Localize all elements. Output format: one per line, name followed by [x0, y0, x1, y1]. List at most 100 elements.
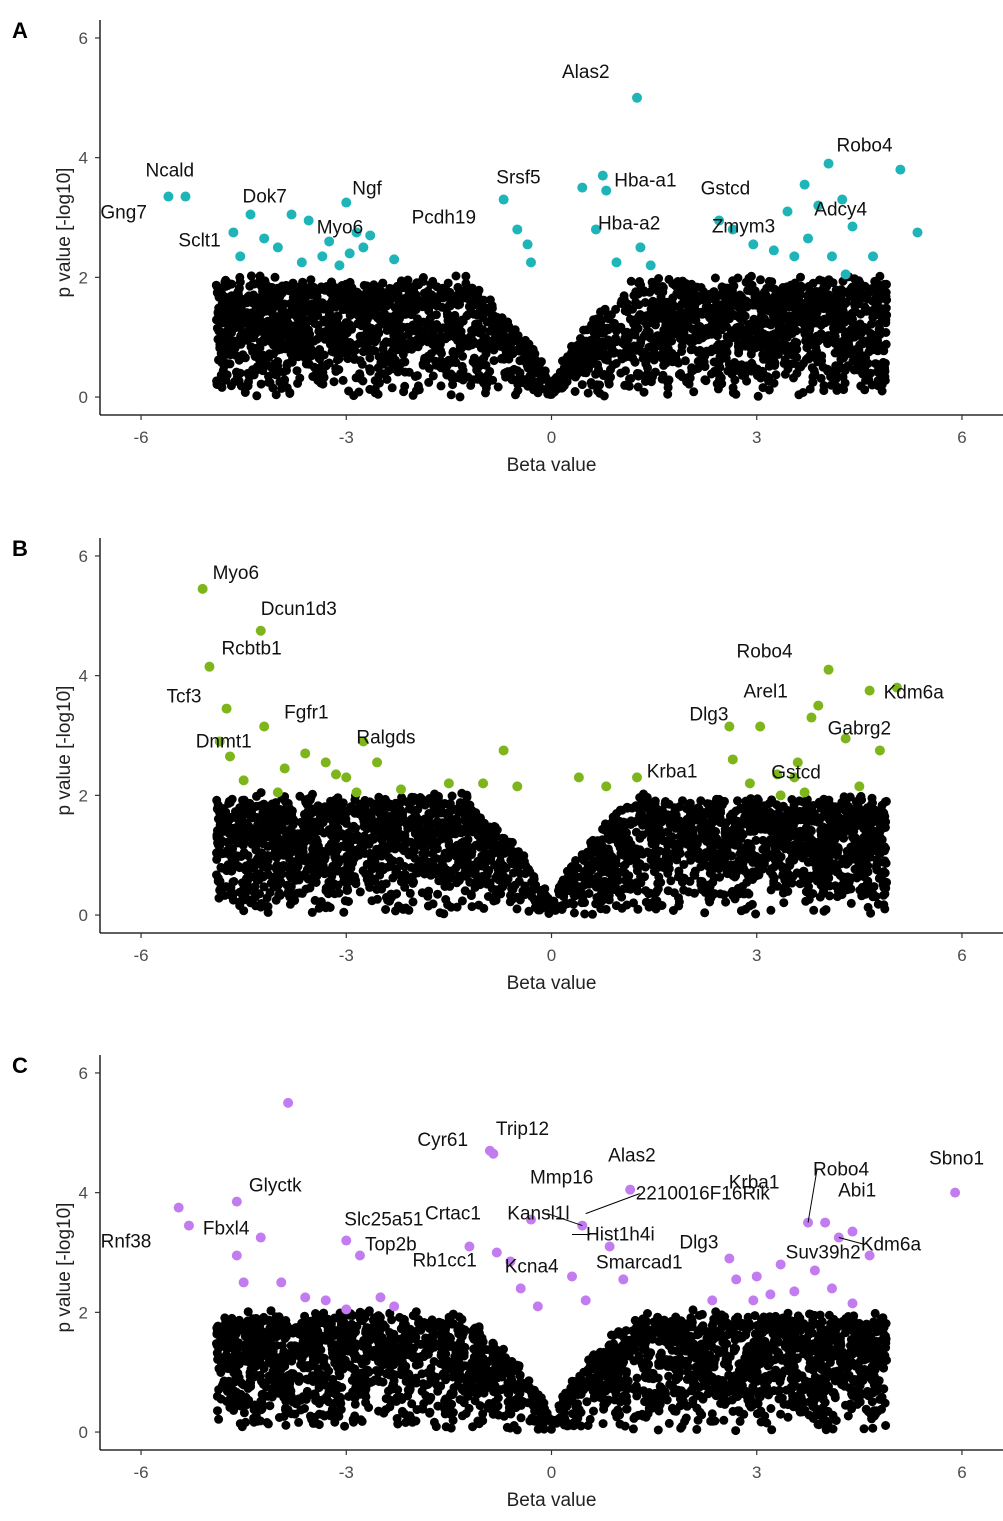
gene-label: Suv39h2: [786, 1242, 861, 1263]
significant-point: [478, 778, 489, 789]
significant-point: [632, 92, 643, 103]
significant-point: [792, 757, 803, 768]
gene-label: Fbxl4: [203, 1219, 250, 1240]
gene-label: Srsf5: [496, 168, 540, 189]
significant-point: [573, 772, 584, 783]
significant-point: [317, 251, 328, 262]
significant-point: [204, 661, 215, 672]
gene-label: Zmym3: [712, 216, 775, 237]
significant-point: [351, 227, 362, 238]
leader-line: [807, 1169, 818, 1223]
y-tick-label: 2: [79, 268, 88, 287]
significant-point: [224, 751, 235, 762]
gene-label: Robo4: [813, 1160, 869, 1181]
significant-point: [847, 1298, 858, 1309]
significant-point: [515, 1283, 526, 1294]
y-tick-label: 4: [79, 149, 88, 168]
significant-point: [197, 583, 208, 594]
significant-point: [214, 736, 225, 747]
significant-point: [567, 1271, 578, 1282]
x-tick-label: -3: [339, 428, 354, 447]
gene-label: Gstcd: [701, 179, 751, 200]
nonsignificant-point: [259, 299, 269, 309]
significant-point: [604, 1241, 615, 1252]
gene-label: Krba1: [647, 761, 698, 782]
gene-label: Ncald: [146, 161, 195, 182]
significant-point: [714, 215, 725, 226]
significant-point: [806, 712, 817, 723]
significant-point: [505, 1256, 516, 1267]
y-tick-label: 6: [79, 29, 88, 48]
significant-point: [950, 1187, 961, 1198]
panel-letter: C: [12, 1053, 28, 1078]
gene-label: Smarcad1: [596, 1252, 683, 1273]
significant-point: [351, 787, 362, 798]
significant-point: [803, 233, 814, 244]
significant-point: [259, 233, 270, 244]
nonsignificant-point: [280, 326, 290, 336]
significant-point: [820, 1217, 831, 1228]
nonsignificant-point: [813, 817, 823, 827]
nonsignificant-point: [280, 1361, 290, 1371]
x-tick-label: -6: [133, 946, 148, 965]
significant-point: [341, 1304, 352, 1315]
significant-point: [813, 200, 824, 211]
significant-point: [724, 1253, 735, 1264]
significant-point: [173, 1202, 184, 1213]
gene-label: Gabrg2: [828, 718, 891, 739]
nonsignificant-point-cloud: [212, 1305, 891, 1436]
significant-point: [868, 251, 879, 262]
significant-point: [245, 209, 256, 220]
gene-label: Mmp16: [530, 1168, 593, 1189]
gene-label: Sbno1: [929, 1149, 984, 1170]
gene-label: Alas2: [608, 1146, 656, 1167]
significant-point: [751, 1271, 762, 1282]
significant-point: [341, 197, 352, 208]
x-tick-label: 3: [752, 1463, 761, 1482]
significant-point: [525, 257, 536, 268]
significant-point: [580, 1295, 591, 1306]
significant-point: [389, 1301, 400, 1312]
nonsignificant-point: [844, 335, 854, 345]
significant-point: [358, 242, 369, 253]
significant-point: [840, 269, 851, 280]
gene-label: 2210016F16Rik: [636, 1184, 771, 1205]
y-tick-label: 4: [79, 667, 88, 686]
significant-point: [895, 164, 906, 175]
significant-point: [611, 257, 622, 268]
nonsignificant-point: [813, 1334, 823, 1344]
gene-label: Kansl1l: [507, 1204, 569, 1225]
x-tick-label: 6: [957, 428, 966, 447]
significant-points: [173, 1097, 961, 1315]
significant-point: [320, 757, 331, 768]
significant-point: [231, 1196, 242, 1207]
significant-point: [372, 757, 383, 768]
nonsignificant-points: [211, 271, 892, 402]
significant-point: [296, 257, 307, 268]
significant-point: [775, 790, 786, 801]
nonsignificant-point: [813, 299, 823, 309]
panel-letter: A: [12, 18, 28, 43]
x-tick-label: 3: [752, 946, 761, 965]
significant-point: [847, 221, 858, 232]
significant-point: [765, 1289, 776, 1300]
significant-point: [632, 772, 643, 783]
x-tick-label: 0: [547, 946, 556, 965]
significant-point: [748, 239, 759, 250]
significant-point: [601, 781, 612, 792]
gene-label: Robo4: [737, 642, 793, 663]
x-axis-title: Beta value: [507, 455, 597, 476]
nonsignificant-point: [848, 314, 857, 324]
x-tick-label: -6: [133, 1463, 148, 1482]
significant-point: [864, 685, 875, 696]
gene-label: Ngf: [352, 179, 382, 200]
significant-point: [491, 1247, 502, 1258]
significant-point: [300, 748, 311, 759]
significant-point: [823, 158, 834, 169]
significant-point: [180, 191, 191, 202]
nonsignificant-point: [848, 832, 857, 842]
panel-letter: B: [12, 536, 28, 561]
